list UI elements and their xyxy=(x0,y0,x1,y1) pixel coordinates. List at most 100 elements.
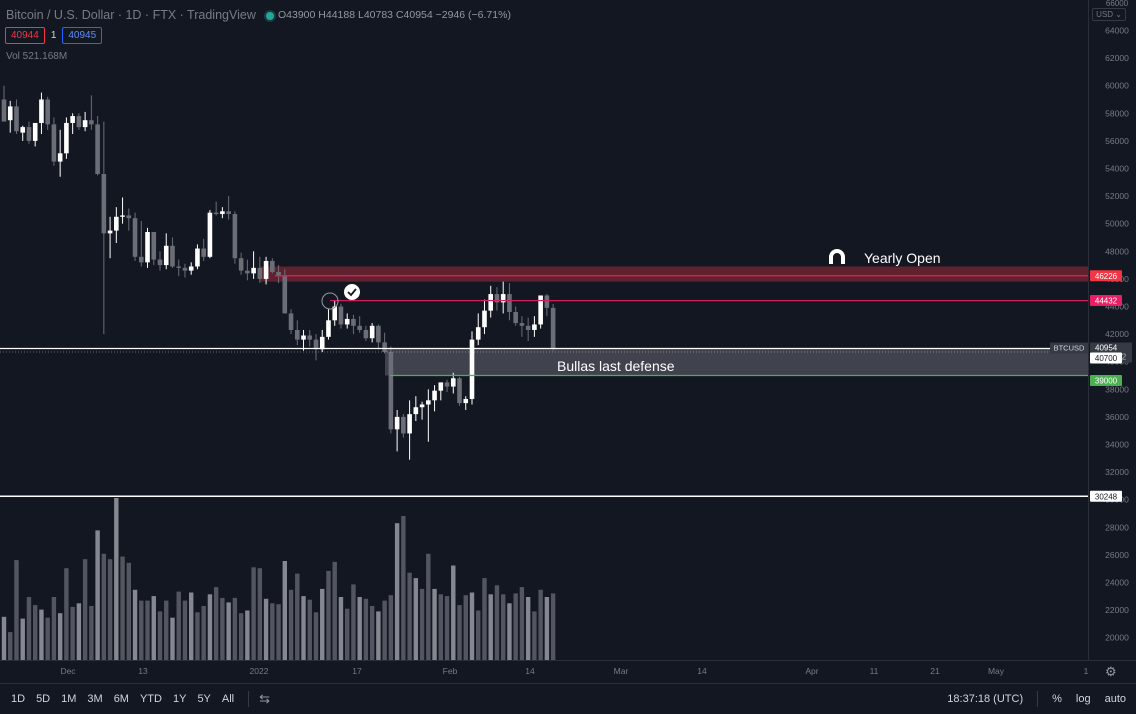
axes: 66000 64000 62000 60000 58000 56000 54000 52000… xyxy=(0,0,1136,683)
toolbar-divider xyxy=(248,691,250,707)
candle-body xyxy=(463,398,469,404)
candle-body xyxy=(388,352,394,430)
volume-bar xyxy=(282,561,287,660)
timeframe-all[interactable]: All xyxy=(221,693,235,705)
volume-bar xyxy=(14,560,19,660)
volume-bar xyxy=(220,597,225,660)
price-tick: 38000 xyxy=(1105,384,1129,394)
volume-bar xyxy=(157,611,163,660)
candle-body xyxy=(450,378,456,387)
bottom-toolbar: 1D 5D 1M 3M 6M YTD 1Y 5Y All ⇆ 18:37:18 … xyxy=(0,683,1136,714)
price-tick-clipped: 66000 xyxy=(1106,0,1129,8)
candle-body xyxy=(151,231,157,260)
symbol-title[interactable]: Bitcoin / U.S. Dollar · 1D · FTX · Tradi… xyxy=(6,8,256,22)
volume-bar xyxy=(189,592,194,660)
volume-bar xyxy=(351,584,356,660)
timeframe-5d[interactable]: 5D xyxy=(36,693,51,705)
candle-body xyxy=(294,329,300,340)
candle-body xyxy=(282,276,288,314)
chart-canvas[interactable]: 66000 64000 62000 60000 58000 56000 54000 52000… xyxy=(0,0,1136,683)
candle-body xyxy=(251,267,256,274)
candle-body xyxy=(201,248,206,257)
candle-body xyxy=(64,122,69,154)
percent-toggle[interactable]: % xyxy=(1052,693,1062,705)
price-tick: 34000 xyxy=(1105,440,1129,450)
volume-bar xyxy=(232,597,238,660)
candle-body xyxy=(39,99,44,123)
buy-button[interactable]: 40945 xyxy=(62,27,103,44)
candle-body xyxy=(145,231,150,263)
candle-body xyxy=(176,266,182,268)
defense-label: Bullas last defense xyxy=(557,358,675,374)
candle-body xyxy=(7,106,13,121)
currency-select[interactable]: USD ⌄ xyxy=(1092,8,1126,21)
candle-body xyxy=(344,318,350,325)
candle-body xyxy=(376,325,381,343)
price-axis-panel[interactable] xyxy=(1088,0,1136,683)
timeframe-3m[interactable]: 3M xyxy=(87,693,103,705)
candle-body xyxy=(457,378,462,404)
candle-body xyxy=(270,260,275,272)
candle-body xyxy=(132,218,138,257)
auto-toggle[interactable]: auto xyxy=(1104,693,1126,705)
log-toggle[interactable]: log xyxy=(1075,693,1091,705)
volume-bar xyxy=(401,516,406,660)
volume-bar xyxy=(176,591,181,660)
utc-clock[interactable]: 18:37:18 (UTC) xyxy=(947,693,1024,705)
candle-body xyxy=(550,307,556,349)
candle-body xyxy=(26,127,32,141)
timeframe-1y[interactable]: 1Y xyxy=(172,693,187,705)
volume-bar xyxy=(33,605,38,660)
candle-body xyxy=(170,245,175,267)
volume-bar xyxy=(338,597,344,660)
volume-bar xyxy=(419,588,425,660)
candle-body xyxy=(45,99,50,125)
volume-bar xyxy=(26,597,32,660)
candle-body xyxy=(513,312,518,324)
volume-bar xyxy=(463,595,468,660)
date-range-icon[interactable]: ⇆ xyxy=(259,691,271,706)
candle-body xyxy=(363,329,369,339)
timeframe-1d[interactable]: 1D xyxy=(11,693,26,705)
volume-bar xyxy=(70,606,75,660)
candle-body xyxy=(120,215,125,217)
candle-body xyxy=(276,272,281,277)
volume-bar xyxy=(501,594,506,660)
candle-body xyxy=(195,248,200,267)
price-label-text: 44432 xyxy=(1095,297,1118,306)
candle-body xyxy=(238,258,244,271)
candle-body xyxy=(126,215,132,219)
candle-body xyxy=(507,294,512,313)
candle-body xyxy=(494,294,500,303)
candle-body xyxy=(188,266,194,271)
timeframe-ytd[interactable]: YTD xyxy=(139,693,162,705)
volume-bar xyxy=(64,568,69,660)
candle-body xyxy=(407,414,412,434)
sell-button[interactable]: 40944 xyxy=(5,27,45,44)
price-tick: 28000 xyxy=(1105,522,1129,532)
annotations: Yearly Open Bullas last defense xyxy=(321,249,941,374)
timeframe-5y[interactable]: 5Y xyxy=(197,693,211,705)
timeframe-6m[interactable]: 6M xyxy=(113,693,129,705)
timeframe-1m[interactable]: 1M xyxy=(61,693,77,705)
volume-bar xyxy=(270,603,275,660)
volume-bar xyxy=(201,606,206,660)
volume-bar xyxy=(8,632,13,660)
chart-header: Bitcoin / U.S. Dollar · 1D · FTX · Tradi… xyxy=(6,8,282,22)
volume-bar xyxy=(132,589,138,660)
price-label xyxy=(1090,352,1122,364)
candle-body xyxy=(432,390,437,401)
volume-bar xyxy=(320,588,325,660)
quantity[interactable]: 1 xyxy=(50,30,57,41)
volume-bar xyxy=(382,600,387,660)
candle-body xyxy=(182,267,188,271)
volume-bar xyxy=(388,595,394,660)
volume-bar xyxy=(76,603,82,660)
bid-ask-panel: 40944 1 40945 xyxy=(5,27,103,44)
volume-bar xyxy=(207,594,213,660)
settings-gear-icon[interactable]: ⚙ xyxy=(1105,664,1117,679)
candle-body xyxy=(232,214,238,259)
volume-bar xyxy=(538,589,543,660)
price-tick: 62000 xyxy=(1105,53,1129,63)
candle-body xyxy=(326,320,331,337)
